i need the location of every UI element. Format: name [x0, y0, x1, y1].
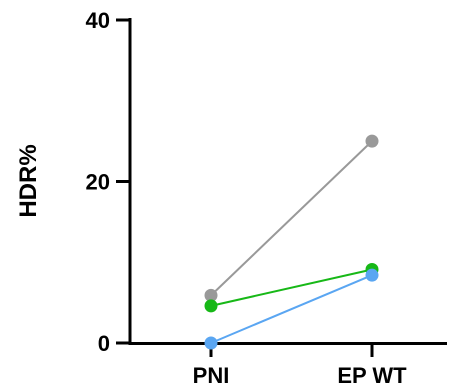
y-tick-label: 0 — [98, 331, 110, 356]
x-axis: PNI EP WT — [128, 342, 447, 388]
y-axis-title: HDR% — [15, 144, 42, 217]
y-ticks: 0 20 40 — [86, 8, 130, 356]
y-tick-label: 20 — [86, 170, 110, 195]
series-1 — [204, 134, 379, 302]
data-point — [204, 299, 218, 313]
x-tick-label: PNI — [193, 363, 230, 388]
x-tick-label: EP WT — [337, 363, 407, 388]
data-point — [365, 134, 379, 148]
series-line — [210, 274, 373, 344]
series-2 — [204, 263, 379, 313]
x-ticks: PNI EP WT — [193, 343, 407, 388]
series-line — [210, 268, 373, 307]
y-axis: 0 20 40 — [86, 8, 132, 356]
data-point — [204, 336, 218, 350]
data-point — [204, 288, 218, 302]
series-layer — [204, 134, 379, 350]
series-line — [210, 140, 373, 297]
y-tick-label: 40 — [86, 8, 110, 33]
series-3 — [204, 268, 379, 350]
data-point — [365, 268, 379, 282]
